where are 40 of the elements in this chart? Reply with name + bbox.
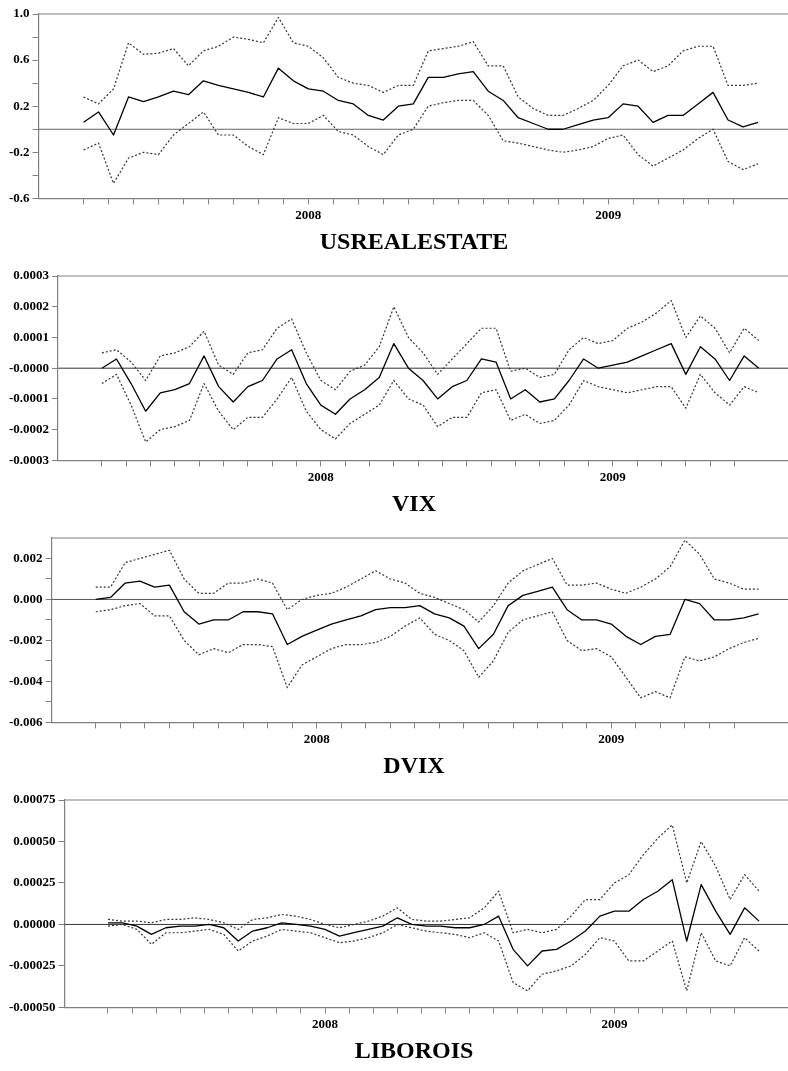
x-tick-label: 2008 (312, 1015, 339, 1031)
y-tick-label: -0.00025 (8, 957, 57, 973)
y-tick-label: -0.006 (8, 713, 44, 729)
x-tick-label: 2009 (599, 468, 627, 484)
y-tick-label: 0.0003 (13, 267, 50, 283)
x-tick-label: 2008 (307, 468, 335, 484)
y-tick-label: -0.0000 (8, 359, 50, 375)
x-tick-label: 2008 (303, 730, 331, 746)
text: VIX (391, 489, 437, 518)
y-tick-label: -0.2 (8, 143, 30, 159)
y-tick-label: -0.6 (8, 189, 31, 205)
x-tick-label: 2009 (598, 730, 625, 746)
y-tick-label: 0.00050 (13, 832, 56, 848)
y-tick-label: -0.0003 (8, 451, 50, 467)
y-tick-label: 0.00025 (13, 874, 57, 890)
x-tick-label: 2009 (595, 206, 622, 222)
line-series (95, 602, 760, 699)
y-tick-label: 0.002 (13, 549, 43, 565)
y-tick-label: -0.0002 (8, 421, 50, 437)
x-tick-label: 2009 (601, 1015, 628, 1031)
line-series (101, 373, 760, 443)
x-tick-label: 2008 (295, 206, 322, 222)
y-tick-label: 0.6 (13, 51, 31, 67)
text: DVIX (382, 751, 446, 780)
y-tick-label: 1.0 (13, 5, 30, 21)
y-tick-label: 0.2 (13, 97, 30, 113)
y-tick-label: -0.0001 (8, 390, 50, 406)
y-tick-label: 0.00000 (13, 915, 56, 931)
y-tick-label: 0.0001 (13, 328, 50, 344)
y-tick-label: 0.0002 (13, 298, 50, 314)
line-series (95, 539, 760, 623)
y-tick-label: -0.004 (8, 672, 44, 688)
text: LIBOROIS (353, 1036, 475, 1065)
line-series (82, 16, 759, 117)
y-tick-label: -0.00050 (8, 998, 56, 1014)
y-tick-label: 0.00075 (13, 791, 57, 807)
y-tick-label: 0.000 (13, 590, 43, 606)
line-series (82, 99, 759, 185)
y-tick-label: -0.002 (8, 631, 43, 647)
text: USREALESTATE (318, 227, 510, 256)
